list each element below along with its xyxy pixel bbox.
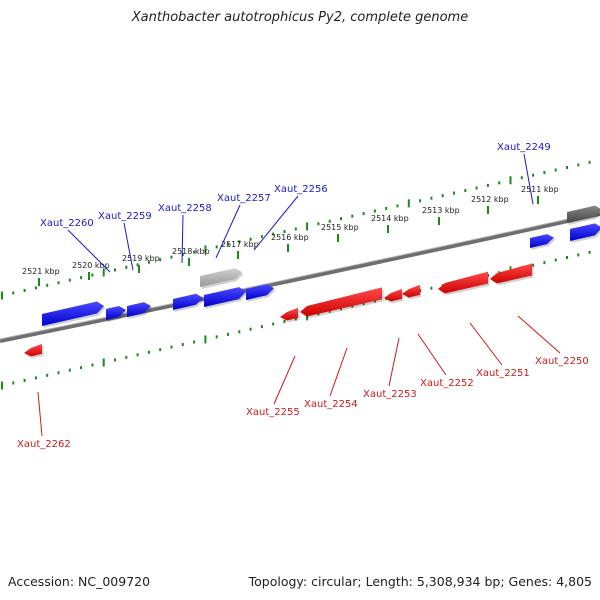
forward-gene: [106, 306, 126, 320]
scale-label: 2516 kbp: [271, 233, 309, 242]
forward-gene: [530, 234, 554, 248]
gene-label-xaut-2249: Xaut_2249: [497, 142, 551, 153]
gene-label-xaut-2259: Xaut_2259: [98, 211, 152, 222]
gene-label-xaut-2257-leader: [215, 204, 241, 259]
gene-label-xaut-2258: Xaut_2258: [158, 203, 212, 214]
reverse-gene: [402, 284, 420, 298]
gene-label-xaut-2250: Xaut_2250: [535, 356, 589, 367]
scale-label: 2520 kbp: [72, 261, 110, 270]
genome-summary: Topology: circular; Length: 5,308,934 bp…: [248, 574, 592, 589]
reverse-gene: [490, 263, 532, 284]
scale-label: 2514 kbp: [371, 214, 409, 223]
gene-features: [24, 205, 600, 359]
scale-label: 2513 kbp: [422, 206, 460, 215]
scale-label: 2511 kbp: [521, 185, 559, 194]
forward-gene: [204, 287, 246, 307]
gene-label-xaut-2252-leader: [417, 333, 447, 376]
gene-label-xaut-2255: Xaut_2255: [246, 407, 300, 418]
scale-label: 2519 kbp: [122, 254, 160, 263]
reverse-gene: [24, 343, 42, 357]
scale-label: 2515 kbp: [321, 223, 359, 232]
scale-label: 2517 kbp: [221, 240, 259, 249]
gene-label-xaut-2254: Xaut_2254: [304, 399, 358, 410]
scale-ruler-outer: [1, 160, 591, 300]
gene-label-xaut-2258-leader: [181, 214, 184, 264]
other-gene: [200, 268, 242, 287]
gene-labels: Xaut_2260Xaut_2259Xaut_2258Xaut_2257Xaut…: [17, 142, 589, 450]
map-title: Xanthobacter autotrophicus Py2, complete…: [131, 10, 469, 25]
accession-text: Accession: NC_009720: [8, 574, 151, 589]
gene-label-xaut-2262-leader: [37, 391, 43, 437]
genome-backbone-highlight: [0, 211, 600, 340]
gene-label-xaut-2249-leader: [523, 153, 534, 205]
forward-gene: [127, 302, 151, 317]
gene-label-xaut-2251: Xaut_2251: [476, 368, 530, 379]
gene-label-xaut-2262: Xaut_2262: [17, 439, 71, 450]
scale-label: 2521 kbp: [22, 267, 60, 276]
genome-backbone: [0, 212, 600, 343]
reverse-gene: [300, 287, 382, 317]
scale-labels: 2521 kbp 2520 kbp 2519 kbp 2518 kbp 2517 kbp…: [22, 185, 559, 286]
gene-label-xaut-2250-leader: [517, 315, 561, 354]
other-gene: [567, 205, 600, 223]
forward-gene: [42, 301, 104, 326]
gene-label-xaut-2260-leader: [67, 229, 111, 273]
scale-label: 2512 kbp: [471, 195, 509, 204]
forward-gene: [173, 293, 203, 310]
gene-label-xaut-2254-leader: [329, 347, 348, 397]
forward-gene: [570, 223, 600, 241]
gene-label-xaut-2255-leader: [273, 355, 296, 405]
forward-gene: [246, 284, 274, 300]
gene-label-xaut-2253: Xaut_2253: [363, 389, 417, 400]
gene-label-xaut-2252: Xaut_2252: [420, 378, 474, 389]
gene-label-xaut-2251-leader: [469, 322, 503, 366]
reverse-gene: [438, 271, 488, 294]
scale-label: 2518 kbp: [172, 247, 210, 256]
gene-label-xaut-2253-leader: [388, 337, 400, 387]
gene-label-xaut-2256: Xaut_2256: [274, 184, 328, 195]
reverse-gene: [280, 307, 298, 321]
gene-label-xaut-2260: Xaut_2260: [40, 218, 94, 229]
gene-label-xaut-2257: Xaut_2257: [217, 193, 271, 204]
gene-label-xaut-2259-leader: [123, 222, 134, 271]
gene-label-xaut-2256-leader: [253, 195, 299, 251]
reverse-gene: [384, 288, 402, 302]
